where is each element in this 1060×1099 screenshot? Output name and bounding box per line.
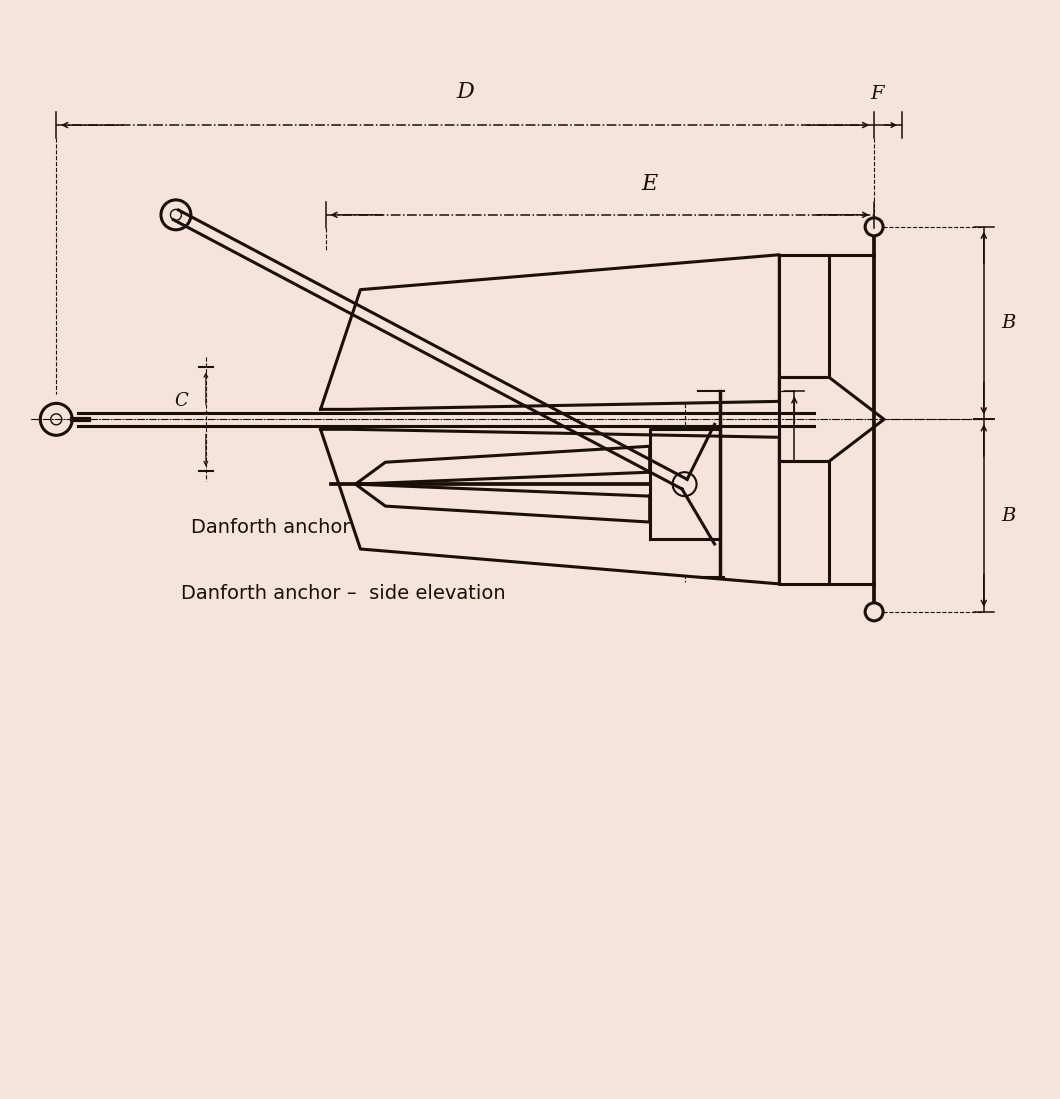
- Polygon shape: [355, 485, 650, 522]
- Polygon shape: [320, 430, 779, 584]
- Text: B: B: [1002, 507, 1017, 524]
- Text: B: B: [1002, 314, 1017, 332]
- Polygon shape: [650, 430, 687, 539]
- Text: E: E: [641, 173, 658, 195]
- Polygon shape: [320, 255, 779, 409]
- Text: F: F: [870, 85, 884, 103]
- Text: D: D: [456, 81, 474, 103]
- Text: Danforth anchor –  top view: Danforth anchor – top view: [191, 518, 462, 536]
- Text: Danforth anchor –  side elevation: Danforth anchor – side elevation: [181, 585, 506, 603]
- Text: A: A: [812, 475, 827, 493]
- Text: C: C: [174, 392, 188, 410]
- Polygon shape: [779, 255, 829, 584]
- Polygon shape: [650, 430, 720, 539]
- Polygon shape: [355, 446, 650, 485]
